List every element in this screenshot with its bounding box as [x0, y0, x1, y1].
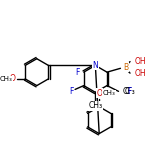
Text: OH: OH: [135, 57, 147, 66]
Text: C: C: [124, 87, 130, 96]
Text: F: F: [69, 87, 73, 96]
Text: N: N: [92, 61, 98, 70]
Text: F: F: [127, 87, 131, 96]
Text: CF₃: CF₃: [123, 87, 135, 96]
Text: CH₃: CH₃: [0, 76, 12, 82]
Text: O: O: [10, 74, 16, 83]
Text: O: O: [96, 89, 102, 98]
Text: B: B: [123, 63, 128, 72]
Text: F: F: [75, 68, 79, 77]
Text: CH₃: CH₃: [102, 90, 115, 96]
Text: CH₃: CH₃: [88, 101, 102, 110]
Text: OH: OH: [135, 69, 147, 78]
